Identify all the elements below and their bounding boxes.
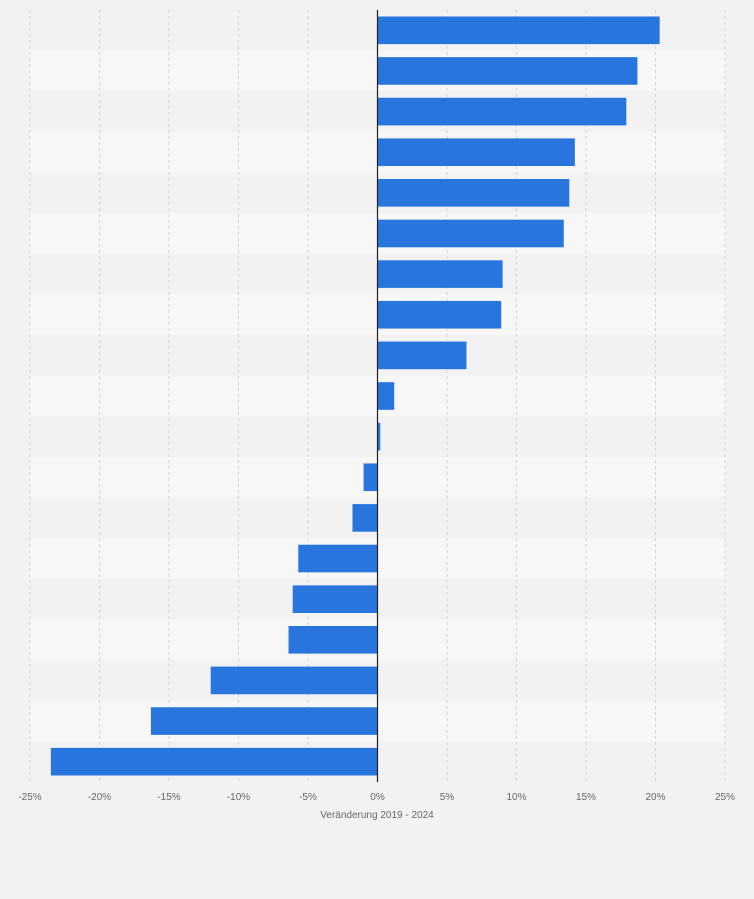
bar bbox=[377, 97, 627, 126]
bar bbox=[363, 463, 378, 492]
x-tick-label: -5% bbox=[299, 792, 317, 803]
bar bbox=[288, 625, 378, 654]
bar bbox=[377, 179, 570, 207]
x-tick-label: 0% bbox=[370, 792, 385, 803]
x-tick-label: -25% bbox=[18, 792, 41, 803]
bars bbox=[50, 16, 660, 776]
bar bbox=[50, 747, 378, 776]
bar bbox=[377, 138, 575, 167]
bar bbox=[377, 16, 660, 45]
bar bbox=[377, 422, 381, 451]
bar bbox=[352, 504, 378, 532]
bar bbox=[150, 707, 378, 735]
x-tick-label: 5% bbox=[440, 792, 455, 803]
x-axis-title: Veränderung 2019 - 2024 bbox=[320, 810, 434, 821]
bar bbox=[292, 585, 378, 613]
bar bbox=[377, 57, 638, 85]
x-tick-label: 25% bbox=[715, 792, 735, 803]
bar bbox=[377, 219, 564, 248]
x-tick-label: 20% bbox=[645, 792, 665, 803]
x-tick-label: 10% bbox=[506, 792, 526, 803]
x-tick-labels: -25% -20% -15% -10% -5% 0% 5% 10% 15% 20% 25% bbox=[18, 792, 735, 803]
x-tick-label: 15% bbox=[576, 792, 596, 803]
x-tick-label: -20% bbox=[88, 792, 111, 803]
bar bbox=[210, 666, 378, 695]
bar bbox=[377, 341, 467, 370]
bar bbox=[377, 382, 395, 410]
x-tick-label: -10% bbox=[227, 792, 250, 803]
bar bbox=[377, 260, 503, 288]
x-tick-label: -15% bbox=[157, 792, 180, 803]
bar bbox=[298, 544, 378, 573]
bar bbox=[377, 300, 502, 329]
